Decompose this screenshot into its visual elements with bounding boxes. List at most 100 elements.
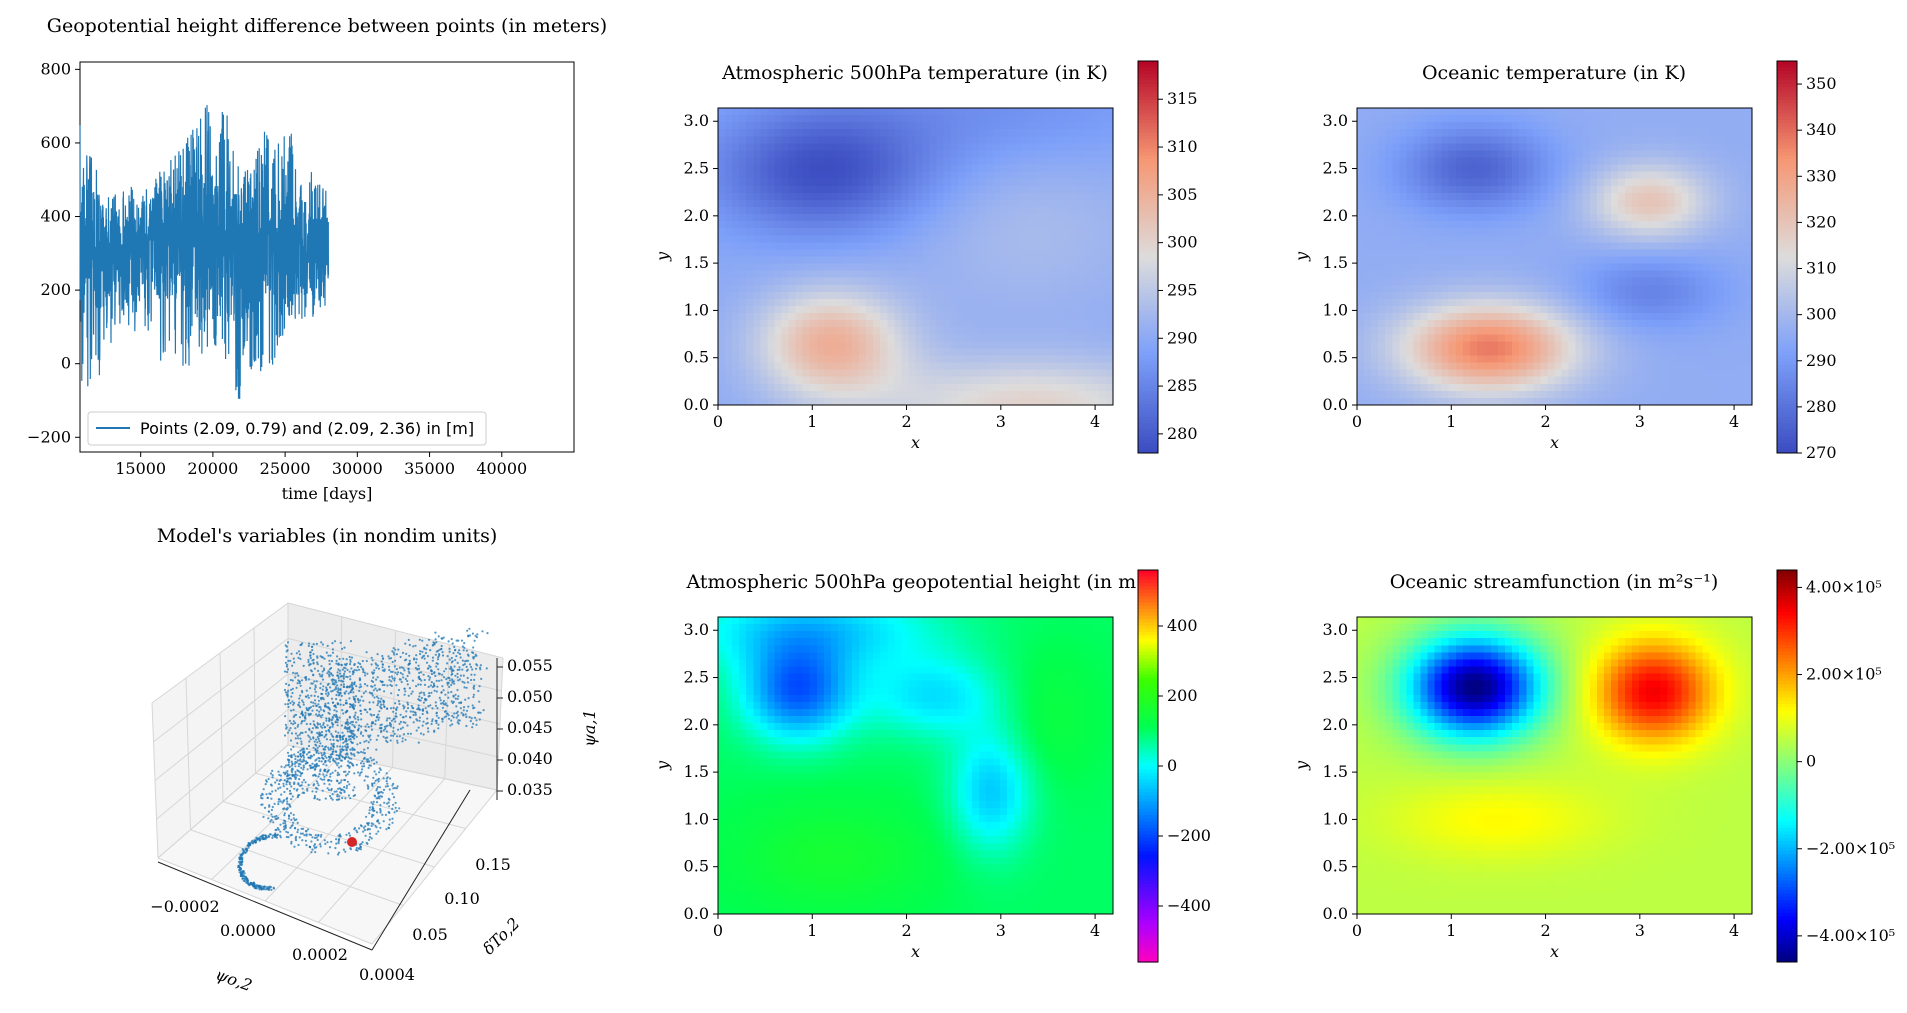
x-tick-label: 30000 [332,459,383,478]
heatmap-cell [908,221,917,229]
heatmap-cell [957,327,966,335]
heatmap-cell [774,185,783,194]
heatmap-cell [1021,192,1029,201]
scatter-point [346,721,349,725]
scatter-point [425,661,429,664]
heatmap-cell [788,298,797,307]
scatter-point [291,679,294,682]
heatmap-cell [1021,341,1029,350]
heatmap-cell [1000,376,1008,385]
heatmap-cell [1469,108,1478,116]
scatter-point [312,658,315,662]
scatter-point [442,703,445,706]
heatmap-cell [852,390,860,399]
heatmap-cell [1049,242,1058,251]
scatter-point [448,679,452,682]
heatmap-cell [1014,171,1022,180]
scatter-point [285,830,288,833]
heatmap-cell [1035,228,1044,236]
scatter-point [282,822,285,825]
scatter-point [345,675,348,678]
heatmap-cell [993,263,1001,272]
scatter-point [301,699,304,702]
heatmap-cell [816,150,825,159]
heatmap-cell [746,298,754,307]
heatmap-cell [1049,383,1058,392]
scatter-point [418,692,421,695]
scatter-point [296,831,299,834]
heatmap-cell [809,298,818,307]
heatmap-cell [964,320,973,328]
scatter-point [328,730,331,733]
scatter-point [360,665,363,669]
heatmap-cell [950,320,959,328]
heatmap-cell [802,291,811,300]
scatter-point [357,698,360,702]
scatter-point [424,707,427,710]
heatmap-cell [753,157,761,166]
heatmap-cell [894,341,902,350]
heatmap-cell [852,341,860,350]
scatter-point [380,730,383,734]
scatter-point [374,824,377,827]
heatmap-cell [1007,171,1015,180]
heatmap-cell [1077,249,1086,258]
heatmap-cell [894,263,902,272]
scatter-point [394,715,397,718]
scatter-point [450,656,453,660]
heatmap-cell [971,348,980,357]
heatmap-cell [887,256,895,265]
scatter-point [367,823,370,827]
scatter-point [301,642,304,645]
heatmap-cell [837,192,846,201]
scatter-point [332,750,335,753]
heatmap-cell [788,383,797,392]
heatmap-cell [781,171,790,180]
heatmap-cell [1014,129,1022,137]
heatmap-cell [739,383,747,392]
scatter-point [271,790,274,793]
scatter-point [334,769,337,772]
heatmap-cell [971,171,980,180]
heatmap-cell [978,143,987,152]
heatmap-cell [788,143,797,152]
heatmap-cell [936,157,945,166]
heatmap-cell [964,122,973,130]
scatter-point [300,679,304,682]
heatmap-cell [760,235,768,243]
heatmap-cell [1000,284,1008,293]
heatmap-cell [1042,221,1051,229]
scatter-point [370,685,373,688]
heatmap-cell [971,129,980,137]
heatmap-cell [1098,157,1107,166]
scatter-point [301,714,304,717]
heatmap-cell [1084,171,1093,180]
heatmap-cell [1028,327,1037,335]
scatter-point [468,716,471,719]
scatter-point [289,777,293,780]
heatmap-cell [880,150,888,159]
scatter-point [380,660,383,663]
heatmap-cell [830,164,839,173]
scatter-point [245,848,248,851]
heatmap-cell [739,157,747,166]
scatter-point [461,668,464,671]
heatmap-cell [1021,221,1029,229]
heatmap-cell [1077,157,1086,166]
heatmap-cell [943,284,952,293]
scatter-point [457,722,460,725]
heatmap-cell [957,341,966,350]
heatmap-cell [929,291,938,300]
heatmap-cell [802,143,811,152]
heatmap-cell [844,185,853,194]
scatter-point [332,757,335,761]
heatmap-cell [950,228,959,236]
heatmap-cell [1063,164,1072,173]
heatmap-cell [943,348,952,357]
scatter-point [364,825,367,828]
heatmap-cell [1420,108,1429,116]
scatter-point [396,728,400,731]
scatter-point [360,712,363,715]
scatter-point [286,772,289,775]
scatter-point [326,771,329,774]
